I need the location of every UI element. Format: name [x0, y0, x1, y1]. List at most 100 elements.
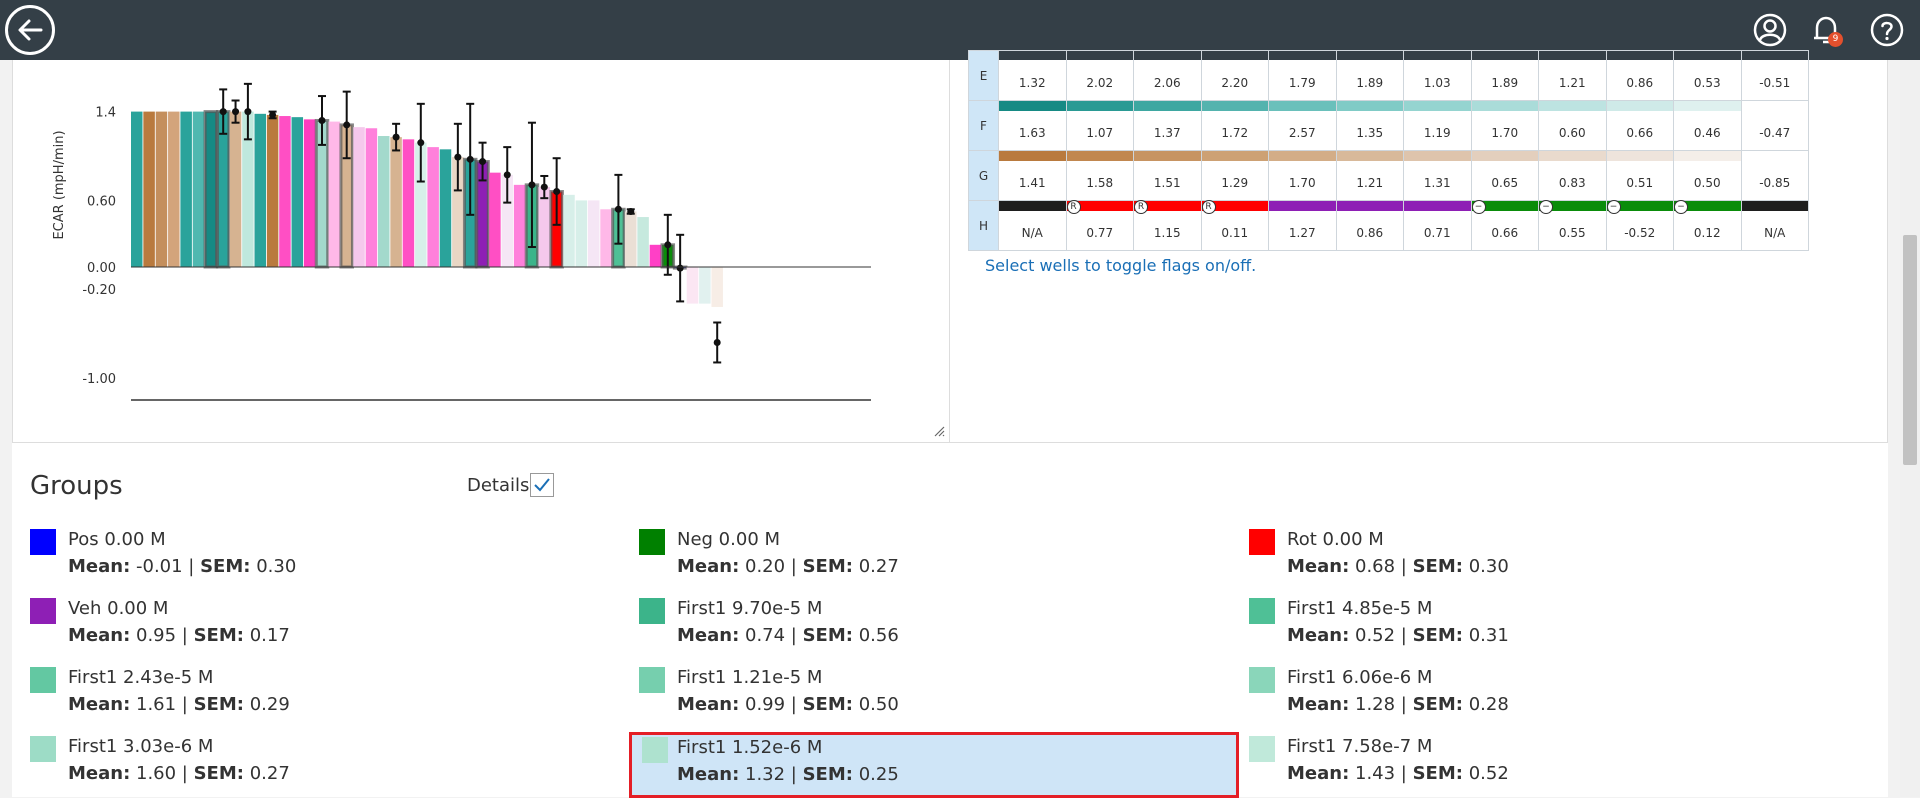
plate-well[interactable]: 1.31	[1403, 150, 1472, 201]
plate-well[interactable]: 2.57	[1268, 100, 1337, 151]
plate-well[interactable]: 0.60	[1538, 100, 1607, 151]
chart-bar[interactable]	[637, 217, 649, 267]
user-profile-button[interactable]	[1752, 12, 1788, 48]
chart-bar[interactable]	[180, 111, 192, 267]
group-item[interactable]: First1 4.85e-5 M Mean: 0.52 | SEM: 0.31	[1249, 596, 1859, 656]
plate-well[interactable]: 1.51	[1133, 150, 1202, 201]
chart-bar[interactable]	[229, 111, 242, 267]
chart-bar[interactable]	[254, 113, 267, 267]
group-item[interactable]: First1 1.21e-5 M Mean: 0.99 | SEM: 0.50	[639, 665, 1249, 725]
chart-bar[interactable]	[402, 139, 415, 267]
plate-well[interactable]: 1.35	[1335, 100, 1404, 151]
flag-r-icon[interactable]: R	[1134, 200, 1148, 214]
chart-bar[interactable]	[192, 111, 205, 267]
chart-bar[interactable]	[415, 142, 427, 267]
chart-bar[interactable]	[600, 209, 612, 267]
chart-bar[interactable]	[215, 110, 231, 269]
details-checkbox[interactable]	[530, 473, 554, 497]
chart-bar[interactable]	[649, 244, 662, 267]
plate-well[interactable]: 0.71	[1403, 200, 1472, 251]
group-item[interactable]: First1 1.52e-6 M Mean: 1.32 | SEM: 0.25	[629, 732, 1239, 798]
flag-minus-icon[interactable]: −	[1539, 200, 1553, 214]
plate-well[interactable]: -0.47	[1740, 100, 1809, 151]
help-button[interactable]	[1869, 12, 1905, 48]
chart-bar[interactable]	[266, 114, 279, 268]
plate-well[interactable]: 1.32	[998, 50, 1067, 101]
flag-minus-icon[interactable]: −	[1674, 200, 1688, 214]
chart-bar[interactable]	[303, 119, 316, 267]
plate-well[interactable]: 1.63	[998, 100, 1067, 151]
group-item[interactable]: First1 2.43e-5 M Mean: 1.61 | SEM: 0.29	[30, 665, 640, 725]
plate-well[interactable]: 1.70	[1470, 100, 1539, 151]
chart-bar[interactable]	[365, 128, 378, 267]
plate-well[interactable]: N/A	[1740, 200, 1809, 251]
chart-bar[interactable]	[513, 184, 526, 267]
plate-well[interactable]: 1.79	[1268, 50, 1337, 101]
toggle-flags-note[interactable]: Select wells to toggle flags on/off.	[985, 256, 1257, 275]
plate-well[interactable]: -0.85	[1740, 150, 1809, 201]
chart-bar[interactable]	[203, 110, 219, 269]
chart-bar[interactable]	[291, 117, 304, 268]
plate-well[interactable]: −0.55	[1538, 200, 1607, 251]
chart-bar[interactable]	[427, 147, 439, 267]
chart-bar[interactable]	[575, 200, 588, 267]
chart-bar[interactable]	[489, 172, 501, 267]
plate-well[interactable]: − -0.52	[1605, 200, 1674, 251]
chart-bar[interactable]	[452, 157, 464, 267]
plate-well[interactable]: N/A	[998, 200, 1067, 251]
plate-well[interactable]: R 0.77	[1065, 200, 1134, 251]
plate-well[interactable]: 1.27	[1268, 200, 1337, 251]
chart-bar[interactable]	[501, 174, 514, 267]
chart-bar[interactable]	[699, 267, 711, 304]
group-item[interactable]: Pos 0.00 M Mean: -0.01 | SEM: 0.30	[30, 527, 640, 587]
plate-well[interactable]: 0.53	[1673, 50, 1742, 101]
plate-well[interactable]: 1.03	[1403, 50, 1472, 101]
chart-bar[interactable]	[328, 121, 341, 267]
plate-well[interactable]: 0.86	[1335, 200, 1404, 251]
chart-bar[interactable]	[686, 267, 699, 304]
plate-well[interactable]: 1.41	[998, 150, 1067, 201]
back-button[interactable]	[5, 5, 55, 55]
chart-bar[interactable]	[279, 116, 291, 267]
group-item[interactable]: First1 3.03e-6 M Mean: 1.60 | SEM: 0.27	[30, 734, 640, 794]
notifications-button[interactable]: 9	[1808, 12, 1844, 48]
plate-well[interactable]: 1.21	[1335, 150, 1404, 201]
chart-bar[interactable]	[143, 111, 155, 267]
plate-well[interactable]: 1.37	[1133, 100, 1202, 151]
flag-r-icon[interactable]: R	[1066, 200, 1081, 214]
plate-well[interactable]: -0.51	[1740, 50, 1809, 101]
chart-bar[interactable]	[711, 267, 723, 307]
flag-r-icon[interactable]: R	[1201, 200, 1216, 214]
plate-well[interactable]: 1.58	[1065, 150, 1134, 201]
plate-well[interactable]: 1.07	[1065, 100, 1134, 151]
plate-well[interactable]: R 1.15	[1133, 200, 1202, 251]
plate-well[interactable]: 1.29	[1200, 150, 1269, 201]
chart-bar[interactable]	[353, 127, 365, 267]
resize-handle-icon[interactable]	[933, 425, 945, 437]
chart-bar[interactable]	[168, 111, 180, 267]
plate-well[interactable]: −0.12	[1673, 200, 1742, 251]
chart-bar[interactable]	[587, 200, 600, 267]
group-item[interactable]: First1 6.06e-6 M Mean: 1.28 | SEM: 0.28	[1249, 665, 1859, 725]
plate-well[interactable]: 2.06	[1133, 50, 1202, 101]
group-item[interactable]: First1 9.70e-5 M Mean: 0.74 | SEM: 0.56	[639, 596, 1249, 656]
chart-bar[interactable]	[439, 149, 452, 267]
flag-minus-icon[interactable]: −	[1606, 200, 1621, 214]
plate-well[interactable]: 1.89	[1470, 50, 1539, 101]
group-item[interactable]: First1 7.58e-7 M Mean: 1.43 | SEM: 0.52	[1249, 734, 1859, 794]
plate-well[interactable]: 1.70	[1268, 150, 1337, 201]
plate-well[interactable]: 0.83	[1538, 150, 1607, 201]
plate-well[interactable]: 2.20	[1200, 50, 1269, 101]
plate-well[interactable]: 1.89	[1335, 50, 1404, 101]
scroll-thumb[interactable]	[1903, 235, 1917, 465]
plate-well[interactable]: 0.66	[1605, 100, 1674, 151]
plate-well[interactable]: 0.86	[1605, 50, 1674, 101]
chart-bar[interactable]	[155, 111, 168, 267]
plate-well[interactable]: 0.50	[1673, 150, 1742, 201]
chart-bar[interactable]	[625, 211, 637, 268]
plate-well[interactable]: 1.72	[1200, 100, 1269, 151]
group-item[interactable]: Veh 0.00 M Mean: 0.95 | SEM: 0.17	[30, 596, 640, 656]
group-item[interactable]: Neg 0.00 M Mean: 0.20 | SEM: 0.27	[639, 527, 1249, 587]
plate-well[interactable]: −0.66	[1470, 200, 1539, 251]
plate-well[interactable]: 0.46	[1673, 100, 1742, 151]
